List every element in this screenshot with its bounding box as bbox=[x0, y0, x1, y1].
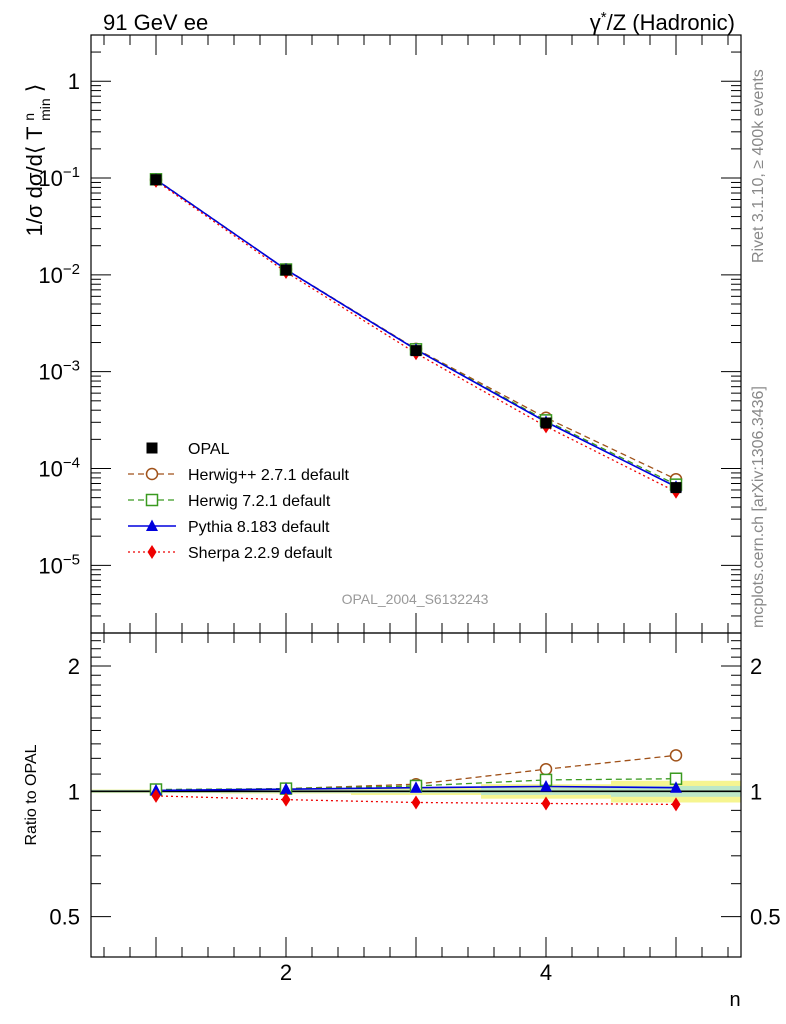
legend-label-sherpa: Sherpa 2.2.9 default bbox=[188, 545, 333, 562]
ratio-point-sherpa bbox=[281, 792, 291, 807]
legend-marker-pythia bbox=[146, 519, 158, 531]
ratio-y-tick-label-right: 1 bbox=[750, 779, 762, 804]
x-tick-label: 2 bbox=[280, 960, 292, 985]
ratio-y-axis-label: Ratio to OPAL bbox=[23, 744, 40, 845]
data-point-opal bbox=[280, 264, 292, 276]
main-y-tick-label: 10−4 bbox=[38, 454, 80, 481]
main-frame bbox=[90, 34, 742, 634]
legend-label-pythia: Pythia 8.183 default bbox=[188, 519, 330, 536]
series-line-herwig7 bbox=[155, 178, 677, 486]
main-y-tick-label: 10−2 bbox=[38, 261, 80, 288]
ratio-y-tick-label-left: 0.5 bbox=[49, 905, 80, 930]
legend-marker-opal bbox=[146, 442, 158, 454]
rivet-version-label: Rivet 3.1.10, ≥ 400k events bbox=[750, 69, 767, 263]
data-point-opal bbox=[410, 345, 422, 357]
header-left: 91 GeV ee bbox=[103, 10, 208, 35]
ratio-y-tick-label-left: 2 bbox=[68, 654, 80, 679]
x-axis-label: n bbox=[729, 989, 740, 1011]
ratio-point-pythia bbox=[540, 779, 552, 792]
ratio-point-pythia bbox=[410, 781, 422, 793]
main-y-tick-label: 1 bbox=[68, 69, 80, 94]
x-tick-label: 4 bbox=[540, 960, 552, 985]
data-point-opal bbox=[540, 417, 552, 429]
main-panel: 1 10−1 10−2 10−3 10−4 10−5 bbox=[38, 34, 742, 634]
legend-label-herwig7: Herwig 7.2.1 default bbox=[188, 493, 331, 510]
legend-label-herwigpp: Herwig++ 2.7.1 default bbox=[188, 467, 350, 484]
series-line-sherpa bbox=[155, 180, 677, 493]
legend-marker-herwigpp bbox=[145, 467, 159, 481]
ratio-point-sherpa bbox=[671, 797, 681, 812]
main-y-tick-label: 10−3 bbox=[38, 358, 80, 385]
ratio-point-herwigpp bbox=[539, 762, 553, 776]
ratio-panel: 2 4 2 2 1 1 0.5 0.5 bbox=[49, 632, 781, 985]
ratio-y-tick-label-right: 0.5 bbox=[750, 905, 781, 930]
ratio-point-herwigpp bbox=[669, 749, 683, 762]
analysis-watermark: OPAL_2004_S6132243 bbox=[342, 591, 489, 607]
main-y-tick-label: 10−1 bbox=[38, 164, 80, 191]
series-line-herwigpp bbox=[155, 179, 677, 480]
mcplots-reference-label: mcplots.cern.ch [arXiv:1306.3436] bbox=[750, 386, 767, 628]
legend-marker-herwig7 bbox=[145, 493, 159, 507]
legend-label-opal: OPAL bbox=[188, 441, 230, 458]
ratio-y-tick-label-right: 2 bbox=[750, 654, 762, 679]
legend: OPAL Herwig++ 2.7.1 default Herwig 7.2.1 d… bbox=[128, 441, 350, 562]
header-right: γ*/Z (Hadronic) bbox=[590, 9, 735, 35]
ratio-point-pythia bbox=[280, 782, 292, 795]
ratio-point-sherpa bbox=[411, 795, 421, 810]
ratio-point-sherpa bbox=[151, 788, 161, 803]
data-point-opal bbox=[150, 174, 162, 186]
ratio-y-tick-label-left: 1 bbox=[68, 779, 80, 804]
legend-marker-sherpa bbox=[147, 545, 157, 559]
ratio-point-sherpa bbox=[541, 796, 551, 811]
main-y-axis-label: 1/σ dσ/d⟨ T nmin ⟩ bbox=[21, 84, 53, 237]
data-point-opal bbox=[670, 482, 682, 494]
ratio-point-pythia bbox=[670, 781, 682, 793]
series-line-pythia bbox=[155, 178, 677, 488]
main-y-tick-label: 10−5 bbox=[38, 551, 80, 578]
